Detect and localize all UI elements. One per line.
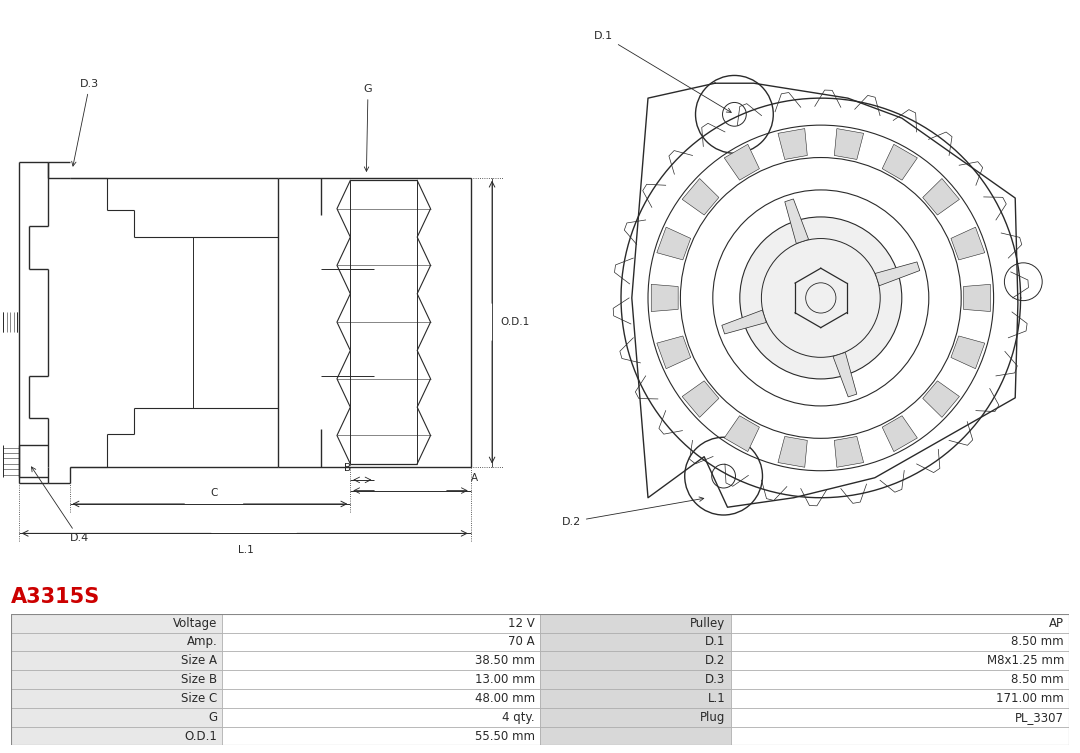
FancyBboxPatch shape (222, 670, 540, 689)
FancyBboxPatch shape (222, 708, 540, 727)
Text: 4 qty.: 4 qty. (502, 711, 535, 724)
FancyBboxPatch shape (222, 727, 540, 745)
Text: Size C: Size C (181, 692, 217, 705)
Polygon shape (963, 285, 990, 312)
Text: O.D.1: O.D.1 (500, 317, 529, 327)
FancyBboxPatch shape (730, 670, 1069, 689)
Text: PL_3307: PL_3307 (1015, 711, 1064, 724)
Text: Pulley: Pulley (690, 617, 726, 630)
Polygon shape (721, 310, 767, 334)
Text: Amp.: Amp. (187, 636, 217, 648)
Text: 12 V: 12 V (508, 617, 535, 630)
Polygon shape (778, 437, 807, 468)
Text: D.2: D.2 (562, 497, 704, 527)
FancyBboxPatch shape (540, 614, 730, 633)
Polygon shape (835, 129, 864, 160)
Text: 8.50 mm: 8.50 mm (1011, 673, 1064, 686)
Polygon shape (657, 336, 691, 369)
Text: D.3: D.3 (71, 79, 99, 166)
Text: 13.00 mm: 13.00 mm (474, 673, 535, 686)
Text: M8x1.25 mm: M8x1.25 mm (986, 654, 1064, 667)
FancyBboxPatch shape (222, 651, 540, 670)
Polygon shape (651, 285, 678, 312)
Text: 70 A: 70 A (508, 636, 535, 648)
FancyBboxPatch shape (540, 708, 730, 727)
Text: 38.50 mm: 38.50 mm (475, 654, 535, 667)
Polygon shape (922, 381, 959, 417)
Text: G: G (208, 711, 217, 724)
FancyBboxPatch shape (540, 727, 730, 745)
FancyBboxPatch shape (222, 689, 540, 708)
FancyBboxPatch shape (730, 614, 1069, 633)
FancyBboxPatch shape (11, 727, 222, 745)
Polygon shape (778, 129, 807, 160)
Text: D.4: D.4 (31, 467, 89, 544)
FancyBboxPatch shape (730, 727, 1069, 745)
Polygon shape (833, 352, 856, 397)
Circle shape (740, 217, 902, 379)
FancyBboxPatch shape (730, 708, 1069, 727)
Polygon shape (882, 416, 917, 452)
Polygon shape (882, 145, 917, 180)
Polygon shape (835, 437, 864, 468)
Text: O.D.1: O.D.1 (185, 730, 217, 742)
Text: D.2: D.2 (705, 654, 726, 667)
FancyBboxPatch shape (11, 670, 222, 689)
Text: 171.00 mm: 171.00 mm (996, 692, 1064, 705)
FancyBboxPatch shape (222, 633, 540, 651)
FancyBboxPatch shape (540, 689, 730, 708)
Text: 48.00 mm: 48.00 mm (474, 692, 535, 705)
Text: A: A (471, 473, 478, 483)
Text: Size A: Size A (181, 654, 217, 667)
Polygon shape (683, 381, 719, 417)
FancyBboxPatch shape (11, 633, 222, 651)
FancyBboxPatch shape (11, 651, 222, 670)
FancyBboxPatch shape (730, 651, 1069, 670)
Text: G: G (364, 84, 373, 172)
Polygon shape (657, 227, 691, 260)
Polygon shape (785, 199, 809, 243)
Text: 8.50 mm: 8.50 mm (1011, 636, 1064, 648)
Text: 55.50 mm: 55.50 mm (475, 730, 535, 742)
Polygon shape (725, 416, 759, 452)
FancyBboxPatch shape (222, 614, 540, 633)
Text: D.3: D.3 (705, 673, 726, 686)
Polygon shape (725, 145, 759, 180)
Text: D.1: D.1 (705, 636, 726, 648)
FancyBboxPatch shape (11, 708, 222, 727)
Text: Voltage: Voltage (173, 617, 217, 630)
FancyBboxPatch shape (540, 633, 730, 651)
Text: B: B (345, 463, 351, 474)
Text: AP: AP (1049, 617, 1064, 630)
Text: Plug: Plug (700, 711, 726, 724)
FancyBboxPatch shape (11, 689, 222, 708)
FancyBboxPatch shape (540, 670, 730, 689)
Text: L.1: L.1 (239, 545, 254, 555)
Text: A3315S: A3315S (11, 587, 100, 607)
Polygon shape (875, 262, 920, 285)
FancyBboxPatch shape (730, 633, 1069, 651)
Polygon shape (950, 336, 985, 369)
Text: Size B: Size B (181, 673, 217, 686)
FancyBboxPatch shape (540, 651, 730, 670)
Text: L.1: L.1 (707, 692, 726, 705)
Polygon shape (683, 178, 719, 215)
FancyBboxPatch shape (11, 614, 222, 633)
Polygon shape (922, 178, 959, 215)
Text: C: C (211, 487, 218, 498)
Polygon shape (950, 227, 985, 260)
FancyBboxPatch shape (730, 689, 1069, 708)
Text: D.1: D.1 (594, 31, 731, 112)
